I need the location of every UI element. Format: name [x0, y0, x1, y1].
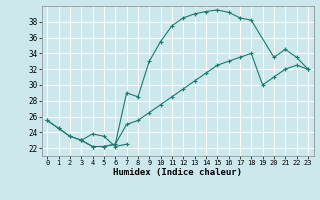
X-axis label: Humidex (Indice chaleur): Humidex (Indice chaleur) — [113, 168, 242, 177]
